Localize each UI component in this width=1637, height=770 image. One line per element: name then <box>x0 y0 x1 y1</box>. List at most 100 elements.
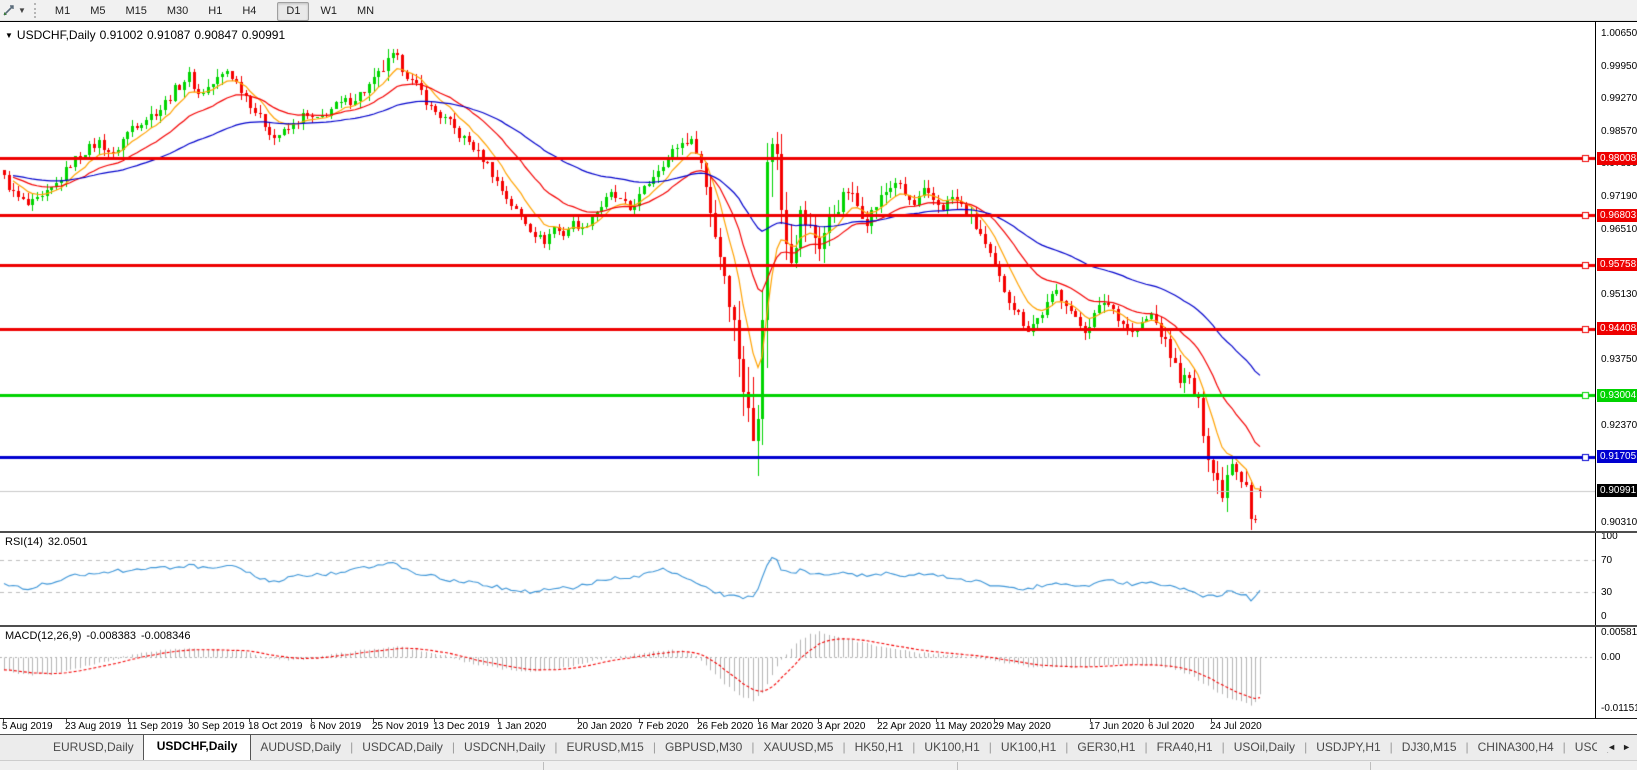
date-label: 25 Nov 2019 <box>372 721 429 732</box>
rsi-label: RSI(14) 32.0501 <box>5 536 88 548</box>
tab-separator: | <box>451 740 455 754</box>
status-separator <box>957 762 958 770</box>
macd-value: -0.008383 <box>86 630 136 642</box>
price-chart-canvas[interactable] <box>0 22 1595 531</box>
chart-tab-usdchf-daily[interactable]: USDCHF,Daily <box>142 735 252 760</box>
date-tick <box>994 719 995 722</box>
timeframe-button-w1[interactable]: W1 <box>320 5 337 17</box>
chart-tab-usdcad-daily[interactable]: USDCAD,Daily <box>362 740 443 754</box>
price-tick-label: 0.95130 <box>1601 289 1637 300</box>
date-label: 29 May 2020 <box>993 721 1051 732</box>
chart-tab-dj30-m15[interactable]: DJ30,M15 <box>1401 740 1457 754</box>
price-chart-panel: ▼ USDCHF,Daily 0.91002 0.91087 0.90847 0.9099… <box>0 22 1595 531</box>
timeframe-button-h4[interactable]: H4 <box>242 5 257 17</box>
rsi-tick-label: 100 <box>1601 531 1618 542</box>
tab-separator: | <box>1144 740 1148 754</box>
chart-tab-fra40-h1[interactable]: FRA40,H1 <box>1156 740 1213 754</box>
price-level-label: 0.95758 <box>1597 258 1637 271</box>
chart-tab-uk100-h1[interactable]: UK100,H1 <box>1000 740 1057 754</box>
status-bar <box>0 760 1637 770</box>
rsi-canvas[interactable] <box>0 533 1595 625</box>
price-axis[interactable]: 1.006500.999500.992700.985700.978900.971… <box>1595 22 1637 718</box>
tab-scroll-right-icon[interactable]: ► <box>1622 742 1631 752</box>
tab-separator: | <box>751 740 755 754</box>
date-tick <box>373 719 374 722</box>
macd-canvas[interactable] <box>0 627 1595 718</box>
chart-tab-usoil-daily[interactable]: USOil,Daily <box>1233 740 1296 754</box>
tab-scroll-left-icon[interactable]: ◄ <box>1607 742 1617 752</box>
tab-separator: | <box>842 740 846 754</box>
tab-separator: | <box>652 740 656 754</box>
rsi-splitter[interactable] <box>0 531 1637 533</box>
chart-tab-usdcnh-daily[interactable]: USDCNH,Daily <box>464 740 546 754</box>
tab-separator: | <box>1465 740 1469 754</box>
chart-tab-audusd-daily[interactable]: AUDUSD,Daily <box>260 740 342 754</box>
collapse-caret-icon[interactable]: ▼ <box>5 31 13 40</box>
tab-separator: | <box>912 740 916 754</box>
timeframe-button-mn[interactable]: MN <box>356 5 375 17</box>
toolbar-grip[interactable] <box>33 2 38 18</box>
chart-tab-usdjpy-h1[interactable]: USDJPY,H1 <box>1316 740 1381 754</box>
date-label: 18 Oct 2019 <box>248 721 303 732</box>
date-tick <box>758 719 759 722</box>
date-tick <box>311 719 312 722</box>
price-level-label: 0.93004 <box>1597 389 1637 402</box>
date-tick <box>189 719 190 722</box>
chart-tab-ger30-h1[interactable]: GER30,H1 <box>1077 740 1136 754</box>
chart-tab-eurusd-daily[interactable]: EURUSD,Daily <box>53 740 134 754</box>
price-tick-label: 0.93750 <box>1601 354 1637 365</box>
date-label: 26 Feb 2020 <box>697 721 754 732</box>
rsi-tick-label: 30 <box>1601 587 1613 598</box>
date-tick <box>434 719 435 722</box>
tab-separator: | <box>1389 740 1393 754</box>
tab-separator: | <box>350 740 354 754</box>
date-axis-border <box>0 718 1637 719</box>
date-axis[interactable]: 5 Aug 2019 23 Aug 2019 11 Sep 2019 30 Sep 2… <box>0 719 1637 734</box>
date-tick <box>818 719 819 722</box>
date-tick <box>66 719 67 722</box>
toolbar: ▼ M1 M5 M15 M30 H1 H4 D1 W1 MN <box>0 0 1637 21</box>
price-tick-label: 1.00650 <box>1601 28 1637 39</box>
tab-separator: | <box>1065 740 1069 754</box>
macd-tick-label: -0.011514 <box>1601 703 1637 714</box>
timeframe-button-m5[interactable]: M5 <box>90 5 106 17</box>
crosshair-tool-icon[interactable] <box>2 3 16 17</box>
tab-scroll-arrows: ◄ ► <box>1597 742 1631 752</box>
date-label: 13 Dec 2019 <box>433 721 490 732</box>
macd-splitter[interactable] <box>0 625 1637 627</box>
price-level-label: 0.90991 <box>1597 484 1637 497</box>
date-tick <box>936 719 937 722</box>
chart-tab-hk50-h1[interactable]: HK50,H1 <box>854 740 904 754</box>
date-tick <box>878 719 879 722</box>
date-tick <box>639 719 640 722</box>
macd-tick-label: 0.005818 <box>1601 627 1637 638</box>
tab-separator: | <box>554 740 558 754</box>
timeframe-button-d1[interactable]: D1 <box>277 2 310 21</box>
date-tick <box>128 719 129 722</box>
status-separator <box>543 762 544 770</box>
price-tick-label: 0.92370 <box>1601 420 1637 431</box>
macd-tick-label: 0.00 <box>1601 652 1621 663</box>
chart-tab-uk100-h1[interactable]: UK100,H1 <box>924 740 980 754</box>
chart-tab-xauusd-m5[interactable]: XAUUSD,M5 <box>763 740 834 754</box>
ohlc-high: 0.91087 <box>147 28 191 42</box>
timeframe-button-h1[interactable]: H1 <box>208 5 223 17</box>
chart-tab-eurusd-m15[interactable]: EURUSD,M15 <box>566 740 644 754</box>
date-label: 1 Jan 2020 <box>497 721 547 732</box>
timeframe-button-m30[interactable]: M30 <box>166 5 189 17</box>
date-label: 7 Feb 2020 <box>638 721 689 732</box>
date-label: 6 Jul 2020 <box>1148 721 1195 732</box>
chart-tab-china300-h4[interactable]: CHINA300,H4 <box>1477 740 1554 754</box>
ohlc-close: 0.90991 <box>241 28 286 42</box>
tab-separator: | <box>988 740 992 754</box>
price-tick-label: 0.96510 <box>1601 224 1637 235</box>
macd-panel: MACD(12,26,9) -0.008383 -0.008346 <box>0 627 1595 718</box>
date-label: 11 Sep 2019 <box>127 721 183 732</box>
timeframe-toolbar: M1 M5 M15 M30 H1 H4 D1 W1 MN <box>45 1 384 21</box>
date-tick <box>578 719 579 722</box>
dropdown-caret-icon[interactable]: ▼ <box>18 5 26 15</box>
chart-tab-gbpusd-m30[interactable]: GBPUSD,M30 <box>664 740 743 754</box>
timeframe-button-m1[interactable]: M1 <box>54 5 71 17</box>
timeframe-button-m15[interactable]: M15 <box>125 5 147 17</box>
price-level-label: 0.91705 <box>1597 450 1637 463</box>
